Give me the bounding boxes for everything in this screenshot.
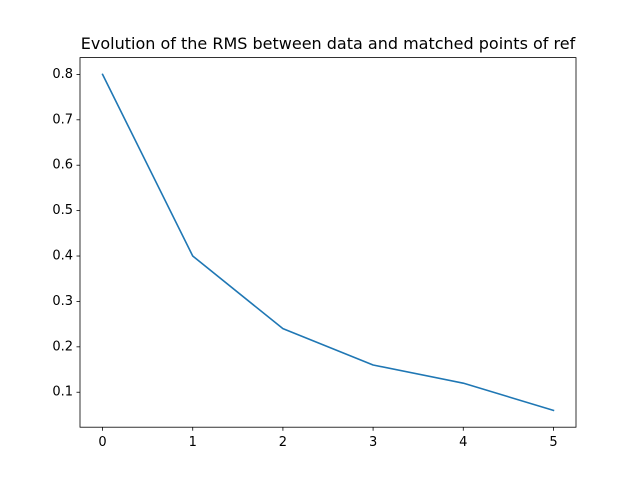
plot-frame xyxy=(79,57,577,428)
series-line xyxy=(101,73,555,412)
y-tick-label: 0.2 xyxy=(52,339,73,354)
chart-title: Evolution of the RMS between data and ma… xyxy=(81,34,576,53)
x-tick-label: 5 xyxy=(549,435,557,450)
series-lines xyxy=(101,73,555,412)
y-tick-label: 0.3 xyxy=(52,294,73,309)
y-tick-label: 0.6 xyxy=(52,158,73,173)
y-tick-label: 0.4 xyxy=(52,249,73,264)
y-tick-label: 0.7 xyxy=(52,112,73,127)
plot-area xyxy=(80,57,576,428)
y-tick-label: 0.8 xyxy=(52,67,73,82)
x-tick-label: 4 xyxy=(459,435,467,450)
x-tick-label: 0 xyxy=(98,435,106,450)
y-axis-ticks: 0.1 0.2 0.3 0.4 0.5 0.6 0.7 0.8 xyxy=(52,67,80,400)
y-tick-label: 0.5 xyxy=(52,203,73,218)
x-tick-label: 1 xyxy=(189,435,197,450)
y-tick-label: 0.1 xyxy=(52,385,73,400)
x-axis-ticks: 0 1 2 3 4 5 xyxy=(98,427,558,450)
x-tick-label: 2 xyxy=(279,435,287,450)
x-tick-label: 3 xyxy=(369,435,377,450)
